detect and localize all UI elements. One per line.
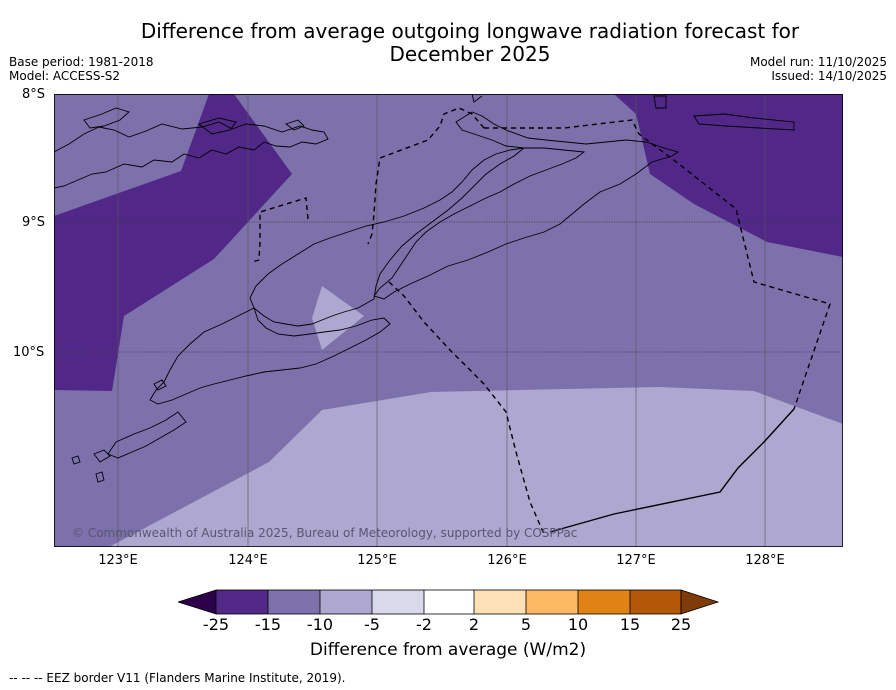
meta-right: Model run: 11/10/2025 Issued: 14/10/2025 bbox=[750, 55, 887, 83]
eez-dashed-link bbox=[367, 233, 373, 245]
colorbar bbox=[178, 589, 720, 615]
lat-label-10s: 10°S bbox=[13, 345, 45, 360]
coast-timor-south bbox=[149, 307, 391, 405]
lon-label-126e: 126°E bbox=[487, 553, 527, 568]
cb-label-5: 2 bbox=[468, 615, 480, 634]
lat-label-9s: 9°S bbox=[22, 215, 46, 230]
model-run: Model run: 11/10/2025 bbox=[749, 55, 887, 69]
coast-roti-island bbox=[107, 411, 187, 459]
lon-label-125e: 125°E bbox=[357, 553, 397, 568]
light-purple-region-south bbox=[109, 387, 843, 547]
title-line-2: December 2025 bbox=[389, 42, 551, 66]
meta-left: Base period: 1981-2018 Model: ACCESS-S2 bbox=[9, 55, 154, 83]
colorbar-frame bbox=[215, 589, 682, 615]
base-period: Base period: 1981-2018 bbox=[9, 55, 154, 69]
light-purple-patch bbox=[312, 286, 364, 350]
coast-tiny-island-2 bbox=[71, 455, 81, 465]
coastlines bbox=[54, 94, 795, 483]
eez-dashed-north bbox=[371, 107, 485, 235]
eez-border bbox=[251, 107, 831, 535]
gridlines bbox=[117, 94, 766, 547]
coast-tiny-island-3 bbox=[95, 471, 105, 483]
coast-tiny-island-1 bbox=[93, 449, 111, 463]
colorbar-bin-8 bbox=[578, 590, 630, 614]
eez-dashed-enclave bbox=[251, 197, 309, 263]
coast-small-island-1 bbox=[83, 107, 130, 129]
colorbar-bin-5 bbox=[424, 590, 474, 614]
lat-gridlines bbox=[54, 221, 843, 353]
lon-label-123e: 123°E bbox=[98, 553, 138, 568]
coast-small-island-4 bbox=[653, 95, 667, 109]
issued-date: Issued: 14/10/2025 bbox=[771, 69, 887, 83]
cb-label-7: 10 bbox=[567, 615, 589, 634]
cb-label-3: -5 bbox=[364, 615, 380, 634]
copyright-text: © Commonwealth of Australia 2025, Bureau… bbox=[72, 526, 577, 540]
lat-label-8s: 8°S bbox=[22, 87, 46, 102]
colorbar-left-arrow bbox=[178, 589, 217, 615]
colorbar-dividers bbox=[267, 590, 631, 614]
cb-label-4: -2 bbox=[416, 615, 432, 634]
dark-purple-region-west bbox=[54, 94, 292, 391]
eez-dashed-south bbox=[388, 281, 545, 535]
colorbar-bin-6 bbox=[474, 590, 526, 614]
title-line-1: Difference from average outgoing longwav… bbox=[140, 19, 800, 43]
colorbar-bin-3 bbox=[320, 590, 372, 614]
coast-northeast-island bbox=[693, 113, 795, 131]
colorbar-bin-9 bbox=[630, 590, 681, 614]
colorbar-bin-2 bbox=[268, 590, 320, 614]
cb-label-1: -15 bbox=[254, 615, 282, 634]
eez-legend-note: -- -- -- EEZ border V11 (Flanders Marine… bbox=[9, 671, 346, 685]
cb-label-9: 25 bbox=[670, 615, 692, 634]
coast-timor-main bbox=[249, 147, 526, 327]
coast-small-island-3 bbox=[285, 119, 305, 131]
eez-solid-segment bbox=[549, 408, 795, 533]
map-frame bbox=[54, 94, 843, 547]
model-name: Model: ACCESS-S2 bbox=[9, 69, 121, 83]
forecast-map: © Commonwealth of Australia 2025, Bureau… bbox=[54, 94, 843, 547]
coast-small-island-2 bbox=[198, 117, 237, 135]
coast-timor-north bbox=[373, 111, 680, 300]
coast-small-island-5 bbox=[471, 94, 483, 103]
cb-label-0: -25 bbox=[202, 615, 230, 634]
cb-label-8: 15 bbox=[619, 615, 641, 634]
colorbar-bin-7 bbox=[526, 590, 578, 614]
lon-label-124e: 124°E bbox=[228, 553, 268, 568]
coast-tiny-island-4 bbox=[153, 379, 167, 391]
colorbar-bin-1 bbox=[216, 590, 268, 614]
chart-title: Difference from average outgoing longwav… bbox=[100, 20, 840, 66]
dark-purple-region-east bbox=[614, 94, 843, 257]
coast-northwest-island bbox=[54, 121, 329, 189]
eez-dashed-east bbox=[484, 119, 831, 410]
lon-label-127e: 127°E bbox=[616, 553, 656, 568]
colorbar-right-arrow bbox=[680, 589, 720, 615]
colorbar-title: Difference from average (W/m2) bbox=[309, 640, 587, 660]
colorbar-bin-4 bbox=[372, 590, 424, 614]
lon-label-128e: 128°E bbox=[745, 553, 785, 568]
cb-label-2: -10 bbox=[306, 615, 334, 634]
cb-label-6: 5 bbox=[520, 615, 532, 634]
